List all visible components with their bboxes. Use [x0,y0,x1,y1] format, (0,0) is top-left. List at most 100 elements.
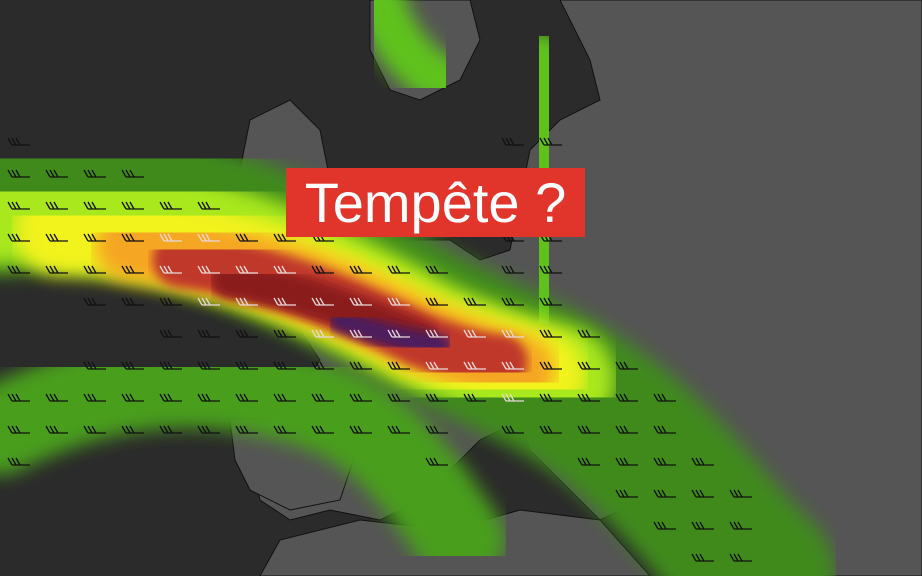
wind-barb [577,361,600,370]
wind-barb [387,361,410,370]
wind-barb [159,297,182,306]
wind-barb [121,201,144,210]
wind-barb [311,329,334,338]
wind-barb [387,393,410,402]
wind-barb [615,393,638,402]
wind-barb [691,553,714,562]
wind-barb [121,393,144,402]
wind-barb [159,329,182,338]
wind-barb [7,201,30,210]
wind-barb [273,297,296,306]
wind-barb [349,425,372,434]
wind-barb [425,265,448,274]
wind-barb [539,361,562,370]
wind-barb [463,393,486,402]
wind-barb [7,137,30,146]
wind-barb [83,233,106,242]
wind-barb [425,425,448,434]
wind-barb [45,425,68,434]
wind-barb [7,265,30,274]
wind-barb [273,425,296,434]
wind-barb [653,521,676,530]
wind-barb [7,169,30,178]
wind-barb [235,393,258,402]
wind-barb [729,489,752,498]
wind-barb [463,297,486,306]
wind-barb [349,329,372,338]
title-label: Tempête ? [286,168,585,237]
wind-barb [501,233,524,242]
wind-barb [121,265,144,274]
wind-barb [615,425,638,434]
wind-barb [311,233,334,242]
wind-band-south [0,338,505,576]
wind-barb [121,425,144,434]
wind-barb [425,457,448,466]
wind-barb [615,457,638,466]
wind-barb [425,361,448,370]
wind-barb [311,265,334,274]
wind-barb [273,393,296,402]
wind-barb [273,361,296,370]
wind-barb [83,425,106,434]
wind-barb [501,137,524,146]
wind-barb [235,361,258,370]
wind-barb [83,265,106,274]
wind-barb [349,265,372,274]
wind-band-scand [355,0,465,105]
wind-barb [83,361,106,370]
wind-barb [159,265,182,274]
wind-barb [691,521,714,530]
wind-barb [235,297,258,306]
wind-barb [83,169,106,178]
wind-barb [463,361,486,370]
wind-barb [197,425,220,434]
wind-barb [121,233,144,242]
wind-barb [653,457,676,466]
wind-barb [539,425,562,434]
wind-barb [691,489,714,498]
wind-barb [121,169,144,178]
wind-barb [577,457,600,466]
wind-barb [83,297,106,306]
wind-barb [577,393,600,402]
wind-barb [501,425,524,434]
wind-barb [501,361,524,370]
wind-barb [729,521,752,530]
wind-barb [387,265,410,274]
wind-barb [235,265,258,274]
wind-barb [729,553,752,562]
wind-barb [159,393,182,402]
wind-barb [45,265,68,274]
wind-barb [197,393,220,402]
wind-barb [197,329,220,338]
wind-barb [235,425,258,434]
wind-barb [539,233,562,242]
wind-barb [197,297,220,306]
wind-barb [691,457,714,466]
wind-barb [7,233,30,242]
wind-barb [425,393,448,402]
wind-barb [197,201,220,210]
wind-barb [159,233,182,242]
wind-barb [273,265,296,274]
wind-barb [83,201,106,210]
wind-barb [311,393,334,402]
wind-barb [273,329,296,338]
wind-barb [159,201,182,210]
wind-barb [273,233,296,242]
wind-barb [653,393,676,402]
wind-barb [45,169,68,178]
wind-barb [501,297,524,306]
wind-barb [501,393,524,402]
wind-barb [45,201,68,210]
wind-barb [121,297,144,306]
wind-barb [235,233,258,242]
wind-barb [311,361,334,370]
wind-barb [387,425,410,434]
wind-barb [311,297,334,306]
wind-barb [501,329,524,338]
wind-barb [349,393,372,402]
